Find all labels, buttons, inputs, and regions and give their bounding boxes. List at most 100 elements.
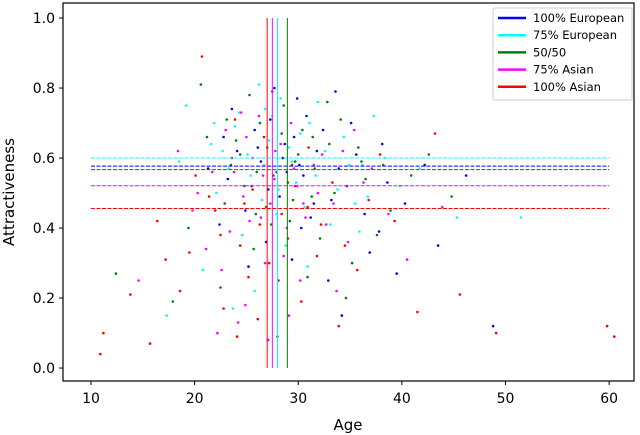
data-point <box>257 83 261 86</box>
data-point <box>238 244 242 247</box>
data-point <box>216 331 219 335</box>
data-point <box>318 237 322 240</box>
x-tick-label: 40 <box>393 391 411 407</box>
x-tick-label: 60 <box>600 391 618 407</box>
data-point <box>273 86 276 90</box>
data-point <box>178 289 182 293</box>
data-point <box>209 142 213 146</box>
data-point <box>389 209 392 212</box>
data-point <box>326 100 329 104</box>
legend-label: 100% Asian <box>533 80 601 94</box>
data-point <box>353 202 357 205</box>
data-point <box>185 104 188 107</box>
data-point <box>327 279 330 282</box>
data-point <box>328 142 331 146</box>
data-point <box>156 219 159 223</box>
data-point <box>464 174 468 177</box>
data-point <box>218 223 221 226</box>
data-point <box>367 198 371 202</box>
data-point <box>494 331 498 335</box>
data-point <box>333 191 336 195</box>
y-tick-label: 0.8 <box>33 81 55 97</box>
data-point <box>303 205 306 209</box>
data-point <box>416 310 419 314</box>
data-point <box>344 296 348 300</box>
data-point <box>346 240 350 244</box>
data-point <box>222 307 225 310</box>
data-point <box>341 149 345 153</box>
data-point <box>427 153 431 156</box>
data-point <box>278 195 281 198</box>
data-point <box>363 212 366 216</box>
data-point <box>267 261 271 265</box>
data-point <box>260 198 264 202</box>
data-point <box>405 258 409 261</box>
data-point <box>316 191 320 195</box>
y-tick-label: 1.0 <box>33 11 55 27</box>
data-point <box>441 205 444 209</box>
y-tick-label: 0.0 <box>33 361 55 377</box>
data-point <box>222 135 225 139</box>
data-point <box>204 247 208 251</box>
data-point <box>305 114 308 118</box>
data-point <box>312 202 316 205</box>
data-point <box>259 160 263 163</box>
data-point <box>256 317 260 321</box>
data-point <box>455 216 459 219</box>
data-point <box>102 331 105 335</box>
data-point <box>188 251 191 254</box>
data-point <box>306 275 309 279</box>
legend-label: 75% Asian <box>533 63 594 77</box>
data-point <box>281 156 285 160</box>
data-point <box>372 114 376 118</box>
legend-label: 50/50 <box>533 45 566 59</box>
data-point <box>207 195 211 198</box>
data-point <box>350 261 354 265</box>
data-point <box>258 121 262 125</box>
data-point <box>256 146 260 149</box>
data-point <box>308 121 311 125</box>
data-point <box>349 121 353 125</box>
data-point <box>279 97 282 100</box>
data-point <box>280 132 284 135</box>
data-point <box>280 212 284 216</box>
data-point <box>251 188 254 191</box>
data-point <box>310 195 314 198</box>
data-point <box>307 146 310 149</box>
data-point <box>294 181 298 184</box>
data-point <box>213 121 216 125</box>
y-tick-label: 0.6 <box>33 151 55 167</box>
data-point <box>259 216 263 219</box>
data-point <box>205 135 209 139</box>
data-point <box>269 118 272 121</box>
data-point <box>228 230 232 233</box>
data-point <box>321 128 325 132</box>
data-point <box>306 205 309 209</box>
data-point <box>282 254 286 258</box>
data-point <box>219 286 222 289</box>
data-point <box>239 111 243 114</box>
data-point <box>290 258 294 261</box>
data-point <box>613 335 616 338</box>
data-point <box>238 153 242 156</box>
data-point <box>395 272 399 275</box>
data-point <box>199 83 203 86</box>
data-point <box>356 268 359 272</box>
y-tick-label: 0.4 <box>33 221 55 237</box>
data-point <box>287 146 291 149</box>
plot-marks <box>99 55 616 356</box>
data-point <box>299 132 302 135</box>
data-point <box>302 174 305 177</box>
data-point <box>304 216 307 219</box>
data-point <box>315 149 319 153</box>
data-point <box>300 226 303 230</box>
data-point <box>358 230 361 233</box>
data-point <box>339 118 343 121</box>
data-point <box>293 160 297 163</box>
data-point <box>165 314 168 317</box>
data-point <box>245 135 248 139</box>
data-point <box>299 279 302 282</box>
data-point <box>210 170 214 174</box>
data-point <box>249 174 252 177</box>
y-tick-label: 0.2 <box>33 291 55 307</box>
